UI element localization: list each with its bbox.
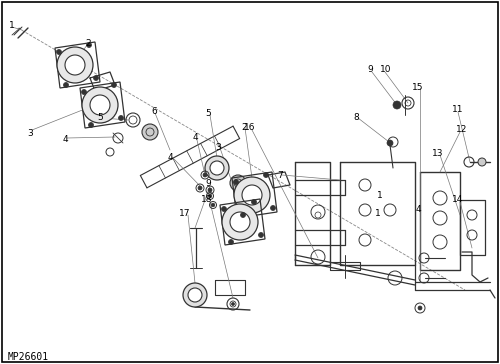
Text: 1: 1: [9, 20, 15, 29]
Text: 1: 1: [377, 190, 383, 199]
Circle shape: [188, 288, 202, 302]
Circle shape: [208, 194, 212, 198]
Circle shape: [264, 173, 268, 178]
Circle shape: [82, 90, 86, 95]
Text: 11: 11: [452, 106, 464, 115]
Text: 5: 5: [205, 108, 211, 118]
Text: 12: 12: [456, 126, 468, 135]
Circle shape: [232, 302, 234, 305]
Text: 8: 8: [353, 112, 359, 122]
Circle shape: [65, 55, 85, 75]
Text: 4: 4: [62, 135, 68, 145]
Circle shape: [222, 206, 226, 211]
Circle shape: [198, 186, 202, 190]
Circle shape: [211, 203, 215, 207]
Circle shape: [258, 233, 264, 237]
Text: 5: 5: [97, 112, 103, 122]
Text: 10: 10: [380, 66, 392, 75]
Text: 17: 17: [179, 210, 191, 218]
Text: 4: 4: [192, 134, 198, 142]
Circle shape: [228, 240, 234, 245]
Circle shape: [234, 177, 270, 213]
Text: 14: 14: [452, 195, 464, 205]
Text: 7: 7: [277, 170, 283, 179]
Text: 3: 3: [27, 128, 33, 138]
Circle shape: [90, 95, 110, 115]
Circle shape: [205, 156, 229, 180]
Text: 6: 6: [151, 107, 157, 116]
Circle shape: [142, 124, 158, 140]
Text: 2: 2: [241, 123, 247, 131]
Circle shape: [86, 43, 92, 47]
Text: 16: 16: [244, 123, 256, 132]
Text: 18: 18: [201, 195, 213, 205]
Circle shape: [222, 204, 258, 240]
Circle shape: [82, 87, 118, 123]
Text: 15: 15: [412, 83, 424, 91]
Circle shape: [230, 212, 250, 232]
Circle shape: [270, 206, 276, 210]
Circle shape: [252, 199, 256, 205]
Circle shape: [118, 115, 124, 120]
Circle shape: [230, 175, 246, 191]
Text: 4: 4: [415, 206, 421, 214]
Circle shape: [240, 213, 246, 218]
Circle shape: [418, 306, 422, 310]
Circle shape: [88, 123, 94, 127]
Text: 9: 9: [367, 66, 373, 75]
Circle shape: [393, 101, 401, 109]
Circle shape: [94, 75, 98, 80]
Text: 13: 13: [432, 149, 444, 158]
Text: 2: 2: [85, 39, 91, 47]
Circle shape: [478, 158, 486, 166]
Text: 9: 9: [205, 179, 211, 189]
Circle shape: [183, 283, 207, 307]
Circle shape: [242, 185, 262, 205]
Circle shape: [210, 161, 224, 175]
Circle shape: [208, 188, 212, 192]
Text: 3: 3: [215, 142, 221, 151]
Circle shape: [203, 173, 207, 177]
Text: 4: 4: [167, 154, 173, 162]
Circle shape: [387, 140, 393, 146]
Circle shape: [234, 179, 238, 185]
Circle shape: [64, 83, 68, 87]
Text: MP26601: MP26601: [8, 352, 49, 362]
Circle shape: [56, 50, 62, 55]
Circle shape: [57, 47, 93, 83]
Circle shape: [112, 83, 116, 87]
Text: 1: 1: [375, 209, 381, 218]
